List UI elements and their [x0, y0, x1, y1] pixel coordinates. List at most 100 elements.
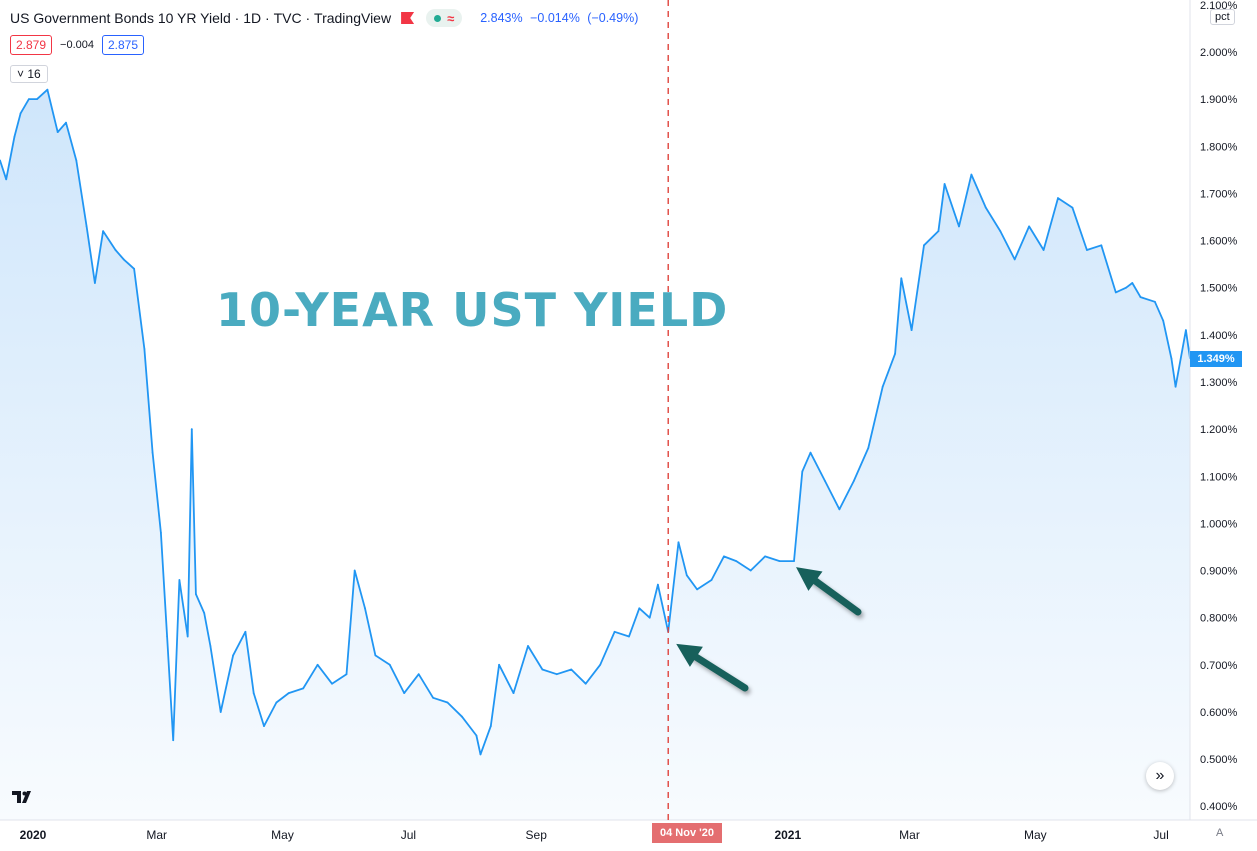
- arrow-head: [676, 643, 703, 667]
- y-tick-label: 0.800%: [1200, 613, 1238, 625]
- unit-selector[interactable]: pct: [1210, 9, 1235, 25]
- x-tick-label: Mar: [146, 828, 167, 842]
- data-point: [446, 701, 449, 704]
- x-tick-label: May: [1024, 828, 1047, 842]
- data-point: [316, 663, 319, 666]
- x-tick-label: May: [271, 828, 294, 842]
- chart-header: US Government Bonds 10 YR Yield · 1D · T…: [10, 9, 642, 27]
- separator: ·: [234, 10, 240, 26]
- crosshair-date-tag: 04 Nov '20: [652, 823, 722, 843]
- data-point: [764, 555, 766, 558]
- data-point: [1100, 244, 1103, 247]
- indicators-toggle[interactable]: ˅ 16: [10, 65, 48, 83]
- data-point: [1154, 300, 1156, 303]
- provider-label: TradingView: [314, 10, 392, 26]
- y-tick-label: 1.800%: [1200, 141, 1238, 153]
- data-point: [388, 663, 391, 666]
- data-point: [999, 230, 1002, 233]
- data-point: [263, 725, 265, 727]
- data-point: [331, 682, 333, 685]
- data-point: [984, 206, 987, 209]
- data-point: [364, 607, 366, 610]
- y-tick-label: 0.600%: [1200, 707, 1238, 719]
- data-point: [417, 673, 420, 676]
- data-point: [677, 541, 680, 544]
- data-point: [151, 451, 154, 454]
- data-point: [685, 574, 688, 577]
- spread-value: −0.004: [60, 39, 94, 51]
- data-point: [28, 98, 30, 100]
- approx-icon: ≈: [447, 10, 455, 26]
- last-price-tag: 1.349%: [1190, 351, 1242, 367]
- indicator-count: 16: [27, 67, 41, 81]
- y-tick-label: 2.000%: [1200, 47, 1238, 59]
- data-point: [801, 470, 804, 473]
- market-status-badge[interactable]: ≈: [426, 9, 463, 27]
- auto-scale-button[interactable]: A: [1216, 827, 1224, 839]
- chevron-down-icon: ˅: [17, 67, 25, 81]
- data-point: [584, 682, 587, 685]
- x-tick-label: Mar: [899, 828, 920, 842]
- y-tick-label: 1.900%: [1200, 94, 1238, 106]
- data-point: [114, 249, 117, 251]
- data-point: [190, 428, 193, 430]
- data-point: [275, 701, 278, 704]
- data-point: [498, 663, 500, 666]
- y-tick-label: 1.400%: [1200, 330, 1238, 342]
- data-point: [19, 112, 22, 115]
- data-point: [894, 352, 896, 355]
- data-point: [1071, 206, 1074, 209]
- data-point: [489, 725, 492, 727]
- data-point: [1131, 282, 1134, 284]
- data-point: [1170, 357, 1173, 360]
- data-point: [102, 230, 104, 233]
- quote-change-pct: (−0.49%): [587, 11, 639, 25]
- data-point: [160, 531, 162, 534]
- data-point: [345, 673, 348, 676]
- scroll-right-icon[interactable]: »: [1146, 762, 1174, 790]
- data-point: [809, 451, 812, 454]
- symbol-title[interactable]: US Government Bonds 10 YR Yield: [10, 10, 231, 26]
- data-point: [287, 692, 290, 694]
- data-point: [209, 645, 212, 647]
- data-point: [302, 687, 305, 690]
- bid-ask-row: 2.879 −0.004 2.875: [10, 35, 145, 55]
- flag-icon[interactable]: [401, 12, 415, 24]
- data-point: [910, 329, 913, 331]
- data-point: [5, 178, 8, 181]
- y-tick-label: 1.600%: [1200, 236, 1238, 248]
- data-point: [13, 136, 16, 138]
- data-point: [252, 692, 255, 694]
- data-point: [937, 230, 940, 233]
- arrow-head: [796, 567, 823, 591]
- data-point: [638, 607, 641, 610]
- bid-button[interactable]: 2.879: [10, 35, 53, 55]
- y-tick-label: 1.000%: [1200, 518, 1238, 530]
- y-tick-label: 0.500%: [1200, 754, 1238, 766]
- data-point: [613, 630, 616, 633]
- data-point: [1013, 258, 1016, 261]
- dot-icon: [434, 14, 442, 22]
- data-point: [94, 282, 96, 284]
- data-point: [541, 668, 544, 671]
- y-tick-label: 1.100%: [1200, 471, 1238, 483]
- data-point: [65, 121, 67, 124]
- data-point: [923, 244, 925, 247]
- data-point: [374, 654, 377, 657]
- data-point: [838, 508, 841, 511]
- data-point: [0, 159, 1, 162]
- data-point: [710, 579, 713, 581]
- data-point: [852, 480, 855, 482]
- ask-button[interactable]: 2.875: [101, 35, 145, 55]
- data-point: [648, 616, 651, 619]
- y-tick-label: 1.300%: [1200, 377, 1238, 389]
- data-point: [479, 753, 482, 756]
- data-point: [900, 277, 903, 280]
- tradingview-logo-icon[interactable]: [12, 789, 36, 810]
- interval-label[interactable]: 1D: [243, 10, 262, 26]
- exchange-label: TVC: [273, 10, 302, 26]
- data-point: [122, 258, 125, 261]
- data-point: [475, 734, 478, 737]
- y-tick-label: 1.700%: [1200, 188, 1238, 200]
